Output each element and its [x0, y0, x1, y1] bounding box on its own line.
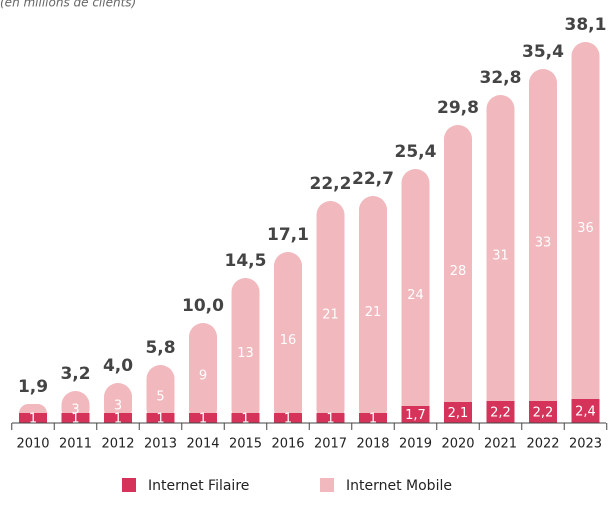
x-tick-label: 2020	[441, 437, 474, 452]
data-label: 3	[114, 399, 122, 414]
bar-total	[486, 95, 515, 423]
data-label: 33	[535, 236, 552, 251]
bar-segment	[19, 413, 47, 423]
x-tick-label: 2021	[484, 437, 517, 452]
legend-label: Internet Mobile	[346, 478, 452, 494]
x-tick-label: 2016	[271, 437, 304, 452]
legend-swatch	[122, 478, 136, 492]
bar-segment	[444, 402, 472, 423]
bar-segment	[104, 413, 132, 423]
x-tick-label: 2015	[229, 437, 262, 452]
x-tick-label: 2023	[569, 437, 602, 452]
data-label: 2,1	[448, 406, 469, 421]
data-label: 31	[492, 249, 509, 264]
bar-total	[444, 125, 472, 423]
legend-label: Internet Filaire	[148, 478, 249, 494]
x-tick-label: 2011	[59, 437, 92, 452]
bar-segment	[486, 401, 515, 423]
x-tick-label: 2018	[356, 437, 389, 452]
total-label: 4,0	[103, 356, 133, 376]
data-label: 1	[369, 412, 377, 427]
total-label: 38,1	[565, 15, 607, 35]
total-label: 29,8	[437, 98, 479, 118]
x-tick-label: 2022	[526, 437, 559, 452]
data-label: 1	[284, 412, 292, 427]
total-label: 32,8	[480, 68, 522, 88]
bar-segment	[231, 413, 260, 423]
data-label: 2,2	[533, 406, 554, 421]
data-label: 1	[71, 412, 79, 427]
bar-total	[359, 196, 387, 423]
bar-total	[231, 278, 260, 423]
x-tick-label: 2014	[186, 437, 219, 452]
bar-total	[316, 201, 345, 423]
data-label: 9	[199, 369, 207, 384]
bar-segment	[189, 413, 217, 423]
data-label: 1,7	[405, 408, 426, 423]
x-tick-label: 2012	[101, 437, 134, 452]
total-label: 1,9	[18, 377, 48, 397]
bar-segment	[571, 399, 600, 423]
data-label: 13	[237, 346, 254, 361]
total-label: 22,2	[310, 174, 352, 194]
data-label: 36	[577, 221, 594, 236]
total-label: 22,7	[352, 169, 394, 189]
bar-total	[146, 365, 175, 423]
data-label: 1	[114, 412, 122, 427]
bar-total	[571, 42, 600, 423]
total-label: 25,4	[395, 142, 437, 162]
x-tick-label: 2017	[314, 437, 347, 452]
bar-total	[274, 252, 302, 423]
bar-segment	[274, 413, 302, 423]
x-tick-label: 2013	[144, 437, 177, 452]
data-label: 28	[450, 264, 467, 279]
total-label: 3,2	[60, 364, 90, 384]
legend-swatch	[320, 478, 334, 492]
x-tick-label: 2010	[16, 437, 49, 452]
total-label: 35,4	[522, 42, 564, 62]
data-label: 1	[326, 412, 334, 427]
bar-segment	[316, 413, 345, 423]
bar-total	[401, 169, 430, 423]
total-label: 14,5	[225, 251, 267, 271]
bar-segment	[146, 413, 175, 423]
bar-segment	[61, 413, 90, 423]
bar-total	[529, 69, 557, 423]
bar-total	[189, 323, 217, 423]
data-label: 5	[156, 390, 164, 405]
bar-segment	[401, 406, 430, 423]
x-tick-label: 2019	[399, 437, 432, 452]
data-label: 1	[156, 412, 164, 427]
data-label: 24	[407, 288, 424, 303]
data-label: 1	[29, 412, 37, 427]
data-label: 21	[365, 305, 382, 320]
data-label: 21	[322, 308, 339, 323]
total-label: 10,0	[182, 296, 224, 316]
data-label: 2,4	[575, 405, 596, 420]
total-label: 17,1	[267, 225, 309, 245]
data-label: 1	[199, 412, 207, 427]
total-label: 5,8	[145, 338, 175, 358]
bar-segment	[529, 401, 557, 423]
subtitle: (en millions de clients)	[0, 0, 136, 10]
bar-segment	[359, 413, 387, 423]
data-label: 1	[241, 412, 249, 427]
data-label: 3	[71, 403, 79, 418]
data-label: 2,2	[490, 406, 511, 421]
data-label: 16	[280, 333, 297, 348]
